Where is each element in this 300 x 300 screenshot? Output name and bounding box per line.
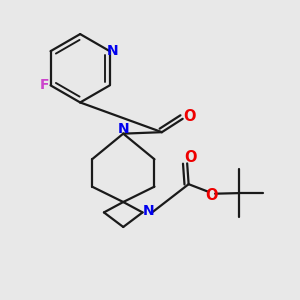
- Text: O: O: [184, 150, 197, 165]
- Text: F: F: [39, 78, 49, 92]
- Text: N: N: [143, 204, 154, 218]
- Text: N: N: [106, 44, 118, 58]
- Text: O: O: [206, 188, 218, 203]
- Text: N: N: [117, 122, 129, 136]
- Text: O: O: [183, 109, 196, 124]
